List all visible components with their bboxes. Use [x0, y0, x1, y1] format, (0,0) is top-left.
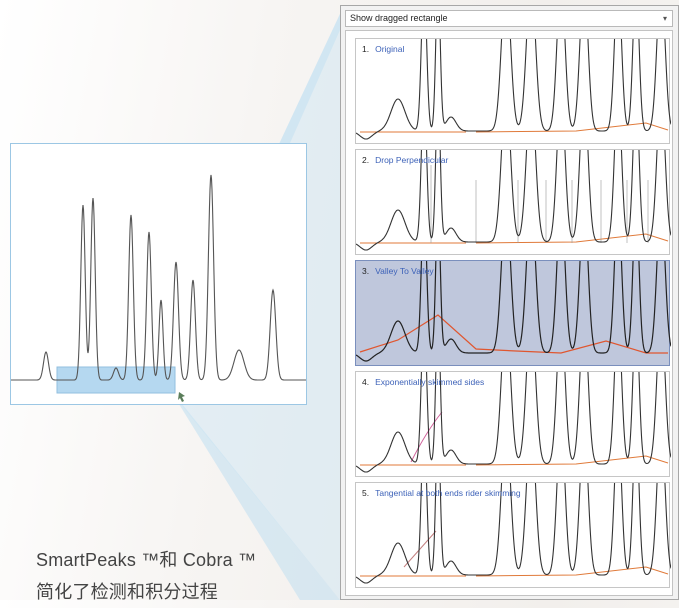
- method-label: 2. Drop Perpendicular: [362, 155, 448, 165]
- method-label: 5. Tangential at both ends rider skimming: [362, 488, 521, 498]
- method-name: Valley To Valley: [375, 266, 434, 276]
- dragged-rectangle[interactable]: [56, 366, 176, 394]
- overview-chromatogram: [10, 143, 307, 405]
- method-label: 1. Original: [362, 44, 404, 54]
- chevron-down-icon[interactable]: ▾: [662, 14, 667, 23]
- zoom-projection-bottom: [174, 394, 340, 600]
- method-name: Exponentially skimmed sides: [375, 377, 485, 387]
- baseline-line: [360, 455, 669, 466]
- caption: SmartPeaks ™和 Cobra ™ 简化了检测和积分过程: [36, 544, 336, 608]
- chromatogram-trace: [356, 150, 671, 251]
- chromatogram-trace: [356, 261, 671, 362]
- view-dropdown-label: Show dragged rectangle: [350, 13, 448, 23]
- caption-line-1: SmartPeaks ™和 Cobra ™: [36, 550, 257, 570]
- method-plot: [356, 39, 671, 140]
- method-name: Original: [375, 44, 405, 54]
- tangent-skim-line: [403, 530, 437, 568]
- method-label: 3. Valley To Valley: [362, 266, 434, 276]
- method-plot: [356, 483, 671, 584]
- method-number: 1.: [362, 44, 370, 54]
- overview-chromatogram-plot: [11, 174, 306, 402]
- perpendicular-drops: [430, 165, 649, 243]
- chromatogram-trace: [356, 39, 671, 140]
- method-name: Drop Perpendicular: [375, 155, 449, 165]
- method-name: Tangential at both ends rider skimming: [375, 488, 521, 498]
- method-plot: [356, 372, 671, 473]
- method-card-tangential-skim[interactable]: 5. Tangential at both ends rider skimming: [355, 482, 671, 588]
- baseline-line: [360, 566, 669, 577]
- overview-trace: [11, 174, 306, 381]
- method-card-exponential-skim[interactable]: 4. Exponentially skimmed sides: [355, 371, 671, 477]
- baseline-line: [359, 314, 668, 354]
- method-number: 5.: [362, 488, 370, 498]
- method-card-drop-perpendicular[interactable]: 2. Drop Perpendicular: [355, 149, 671, 255]
- drag-cursor-icon: [178, 392, 185, 402]
- skim-curve: [410, 411, 443, 463]
- caption-line-2: 简化了检测和积分过程: [36, 582, 218, 602]
- chromatogram-trace: [356, 372, 671, 473]
- method-card-original[interactable]: 1. Original: [355, 38, 671, 144]
- method-number: 3.: [362, 266, 370, 276]
- integration-methods-panel: Show dragged rectangle ▾ 1. Original 2. Dr…: [340, 5, 679, 600]
- method-number: 2.: [362, 155, 370, 165]
- method-label: 4. Exponentially skimmed sides: [362, 377, 484, 387]
- method-card-valley-to-valley[interactable]: 3. Valley To Valley: [355, 260, 671, 366]
- method-number: 4.: [362, 377, 370, 387]
- chromatogram-trace: [356, 483, 671, 584]
- method-plot: [356, 261, 671, 362]
- method-list: 1. Original 2. Drop Perpendicular 3. Valley…: [345, 30, 673, 596]
- view-dropdown[interactable]: Show dragged rectangle ▾: [345, 10, 673, 27]
- baseline-line: [360, 233, 669, 244]
- method-plot: [356, 150, 671, 251]
- baseline-line: [360, 122, 669, 133]
